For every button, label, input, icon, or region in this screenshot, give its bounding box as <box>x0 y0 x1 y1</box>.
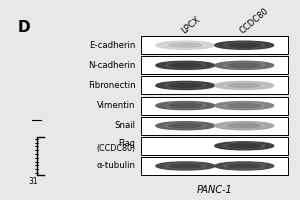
Ellipse shape <box>232 84 256 87</box>
Ellipse shape <box>228 164 260 168</box>
Ellipse shape <box>232 124 256 127</box>
Ellipse shape <box>174 44 197 47</box>
Ellipse shape <box>174 124 197 127</box>
Ellipse shape <box>224 163 265 169</box>
Ellipse shape <box>156 81 215 89</box>
Ellipse shape <box>169 63 202 67</box>
Ellipse shape <box>232 104 256 107</box>
Ellipse shape <box>156 61 215 69</box>
Ellipse shape <box>169 43 202 47</box>
Ellipse shape <box>224 63 265 68</box>
Ellipse shape <box>174 64 197 67</box>
Bar <box>141 137 288 155</box>
Ellipse shape <box>215 61 274 69</box>
Bar <box>141 97 288 115</box>
Text: CCDC80: CCDC80 <box>238 6 271 35</box>
Ellipse shape <box>169 124 202 128</box>
Text: E-cadherin: E-cadherin <box>89 41 135 50</box>
Bar <box>141 157 288 175</box>
Ellipse shape <box>165 123 206 129</box>
Ellipse shape <box>169 83 202 87</box>
Ellipse shape <box>228 83 260 87</box>
Ellipse shape <box>224 123 265 129</box>
Ellipse shape <box>232 64 256 67</box>
Ellipse shape <box>215 81 274 89</box>
Text: Fibronectin: Fibronectin <box>88 81 135 90</box>
Ellipse shape <box>165 42 206 48</box>
Ellipse shape <box>228 63 260 67</box>
Text: 31: 31 <box>29 177 38 186</box>
Text: LPCX: LPCX <box>179 15 202 35</box>
Ellipse shape <box>169 164 202 168</box>
Bar <box>141 117 288 135</box>
Ellipse shape <box>232 44 256 47</box>
Ellipse shape <box>215 162 274 170</box>
Ellipse shape <box>169 104 202 108</box>
Text: Snail: Snail <box>114 121 135 130</box>
Text: D: D <box>17 20 30 35</box>
Ellipse shape <box>224 83 265 88</box>
Ellipse shape <box>165 163 206 169</box>
Text: α-tubulin: α-tubulin <box>96 161 135 170</box>
Ellipse shape <box>215 41 274 49</box>
Ellipse shape <box>215 122 274 130</box>
Ellipse shape <box>156 102 215 110</box>
Ellipse shape <box>232 144 256 147</box>
Ellipse shape <box>165 83 206 88</box>
Bar <box>141 36 288 54</box>
Ellipse shape <box>228 43 260 47</box>
Text: Vimentin: Vimentin <box>97 101 135 110</box>
Text: Flag: Flag <box>118 139 135 148</box>
Ellipse shape <box>165 103 206 108</box>
Ellipse shape <box>174 84 197 87</box>
Ellipse shape <box>232 164 256 168</box>
Text: (CCDC80): (CCDC80) <box>96 144 135 153</box>
Text: PANC-1: PANC-1 <box>197 185 233 195</box>
Ellipse shape <box>215 142 274 150</box>
Ellipse shape <box>228 124 260 128</box>
Ellipse shape <box>174 104 197 107</box>
Ellipse shape <box>228 144 260 148</box>
Ellipse shape <box>156 122 215 130</box>
Ellipse shape <box>224 103 265 108</box>
Ellipse shape <box>165 63 206 68</box>
Bar <box>141 56 288 74</box>
Ellipse shape <box>174 164 197 168</box>
Ellipse shape <box>156 162 215 170</box>
Ellipse shape <box>228 104 260 108</box>
Ellipse shape <box>215 102 274 110</box>
Ellipse shape <box>224 143 265 149</box>
Text: N-cadherin: N-cadherin <box>88 61 135 70</box>
Bar <box>141 76 288 94</box>
Ellipse shape <box>224 42 265 48</box>
Ellipse shape <box>156 41 215 49</box>
